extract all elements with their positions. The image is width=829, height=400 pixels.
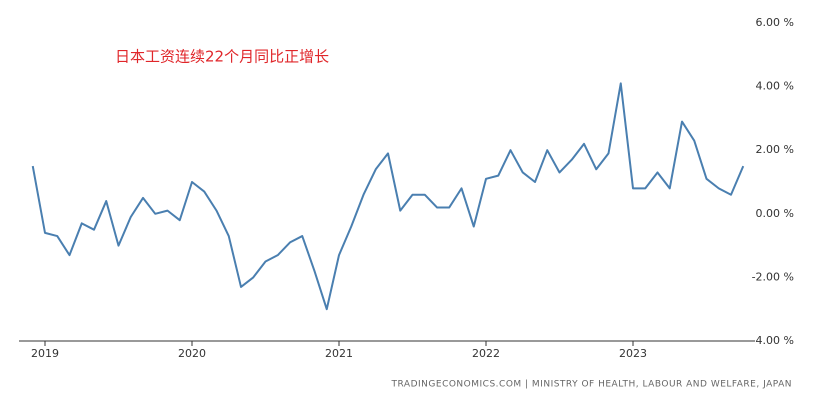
- x-tick-label: 2021: [325, 347, 353, 360]
- line-series: [31, 82, 745, 311]
- y-tick-label: 4.00 %: [756, 80, 794, 93]
- x-tick-label: 2022: [472, 347, 500, 360]
- y-tick-label: 0.00 %: [756, 207, 794, 220]
- y-tick-label: 2.00 %: [756, 143, 794, 156]
- chart-title: 日本工资连续22个月同比正增长: [115, 48, 329, 66]
- source: TRADINGECONOMICS.COM | MINISTRY OF HEALT…: [391, 380, 792, 390]
- x-tick-label: 2020: [178, 347, 206, 360]
- y-tick-label: -2.00 %: [752, 270, 794, 283]
- x-tick-label: 2023: [619, 347, 647, 360]
- x-tick-label: 2019: [31, 347, 59, 360]
- y-tick-label: -4.00 %: [752, 334, 794, 347]
- y-tick-label: 6.00 %: [756, 16, 794, 29]
